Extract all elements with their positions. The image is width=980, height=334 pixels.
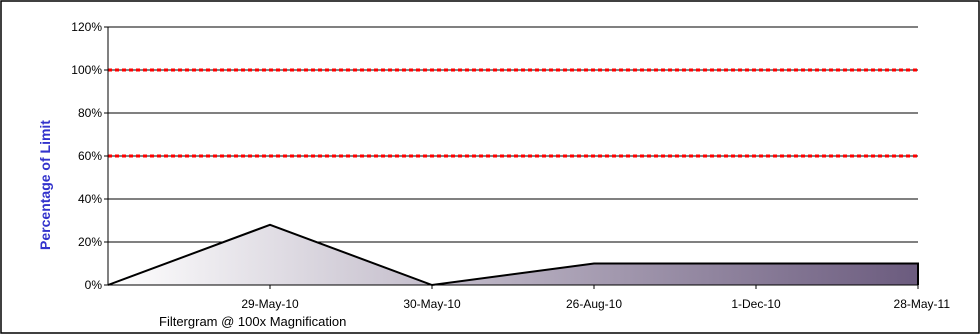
x-tick-label: 28-May-11 xyxy=(894,297,951,311)
y-tick-label: 100% xyxy=(71,63,102,77)
y-axis-title: Percentage of Limit xyxy=(37,120,53,250)
y-tick-label: 20% xyxy=(78,235,102,249)
y-tick-label: 0% xyxy=(85,278,103,292)
x-axis-title: Filtergram @ 100x Magnification xyxy=(159,314,346,329)
y-tick-labels: 0% 20% 40% 60% 80% 100% 120% xyxy=(71,20,102,292)
y-tick-label: 120% xyxy=(71,20,102,34)
y-tick-label: 80% xyxy=(78,106,102,120)
y-tick-label: 40% xyxy=(78,192,102,206)
area-series-outline xyxy=(107,223,919,287)
x-tick-labels: 29-May-10 30-May-10 26-Aug-10 1-Dec-10 28-Ma… xyxy=(241,285,950,311)
x-tick-label: 26-Aug-10 xyxy=(566,297,622,311)
y-tick-label: 60% xyxy=(78,149,102,163)
x-tick-label: 1-Dec-10 xyxy=(731,297,781,311)
reference-lines xyxy=(108,68,918,158)
x-tick-label: 30-May-10 xyxy=(403,297,461,311)
x-tick-label: 29-May-10 xyxy=(241,297,299,311)
area-layer xyxy=(107,223,919,287)
axes xyxy=(107,27,918,286)
